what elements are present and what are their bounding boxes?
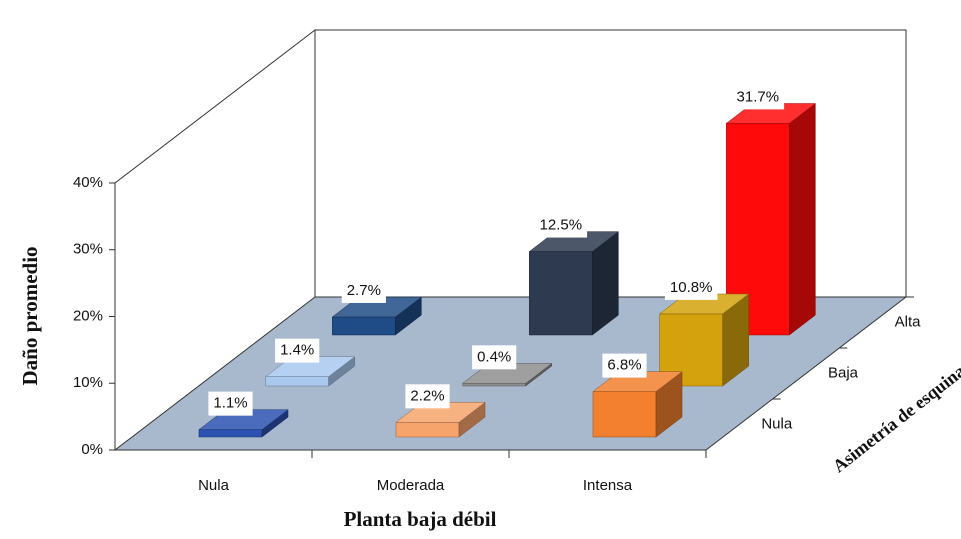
- x-axis-title: Planta baja débil: [344, 507, 497, 531]
- value-label-box: [275, 338, 320, 363]
- value-label: 10.8%: [670, 279, 713, 296]
- value-label-box: [731, 85, 785, 110]
- x-tick-label: Intensa: [583, 477, 633, 494]
- value-label-box: [472, 345, 517, 370]
- depth-tick-label: Nula: [761, 415, 793, 432]
- bar-front: [332, 316, 396, 336]
- bar-front: [198, 429, 263, 438]
- bar-front: [395, 422, 460, 438]
- bar-front: [592, 391, 657, 438]
- value-label: 12.5%: [540, 217, 583, 234]
- y-tick-label: 20%: [73, 307, 103, 324]
- depth-tick-label: Alta: [895, 313, 922, 330]
- value-label-box: [664, 275, 718, 300]
- y-axis-title: Daño promedio: [18, 246, 42, 385]
- y-tick-label: 10%: [73, 374, 103, 391]
- y-tick-label: 30%: [73, 241, 103, 258]
- value-label-box: [405, 384, 450, 409]
- x-tick-label: Nula: [198, 477, 230, 494]
- value-label-box: [341, 278, 386, 303]
- value-label-box: [208, 391, 253, 416]
- value-label-box: [602, 353, 647, 378]
- value-label: 31.7%: [737, 88, 780, 105]
- value-label-box: [534, 213, 588, 238]
- value-label: 2.7%: [347, 282, 381, 299]
- bar-front: [529, 251, 593, 336]
- value-label: 1.1%: [213, 395, 247, 412]
- bar-front: [462, 383, 526, 387]
- y-tick-label: 40%: [73, 174, 103, 191]
- value-label: 0.4%: [477, 348, 511, 365]
- bar-side: [789, 103, 816, 336]
- y-tick-label: 0%: [81, 441, 103, 458]
- x-tick-label: Moderada: [377, 477, 445, 494]
- value-label: 6.8%: [607, 357, 641, 374]
- value-label: 1.4%: [280, 342, 314, 359]
- depth-tick-label: Baja: [828, 364, 859, 381]
- value-label: 2.2%: [410, 387, 444, 404]
- bar-front: [265, 376, 329, 387]
